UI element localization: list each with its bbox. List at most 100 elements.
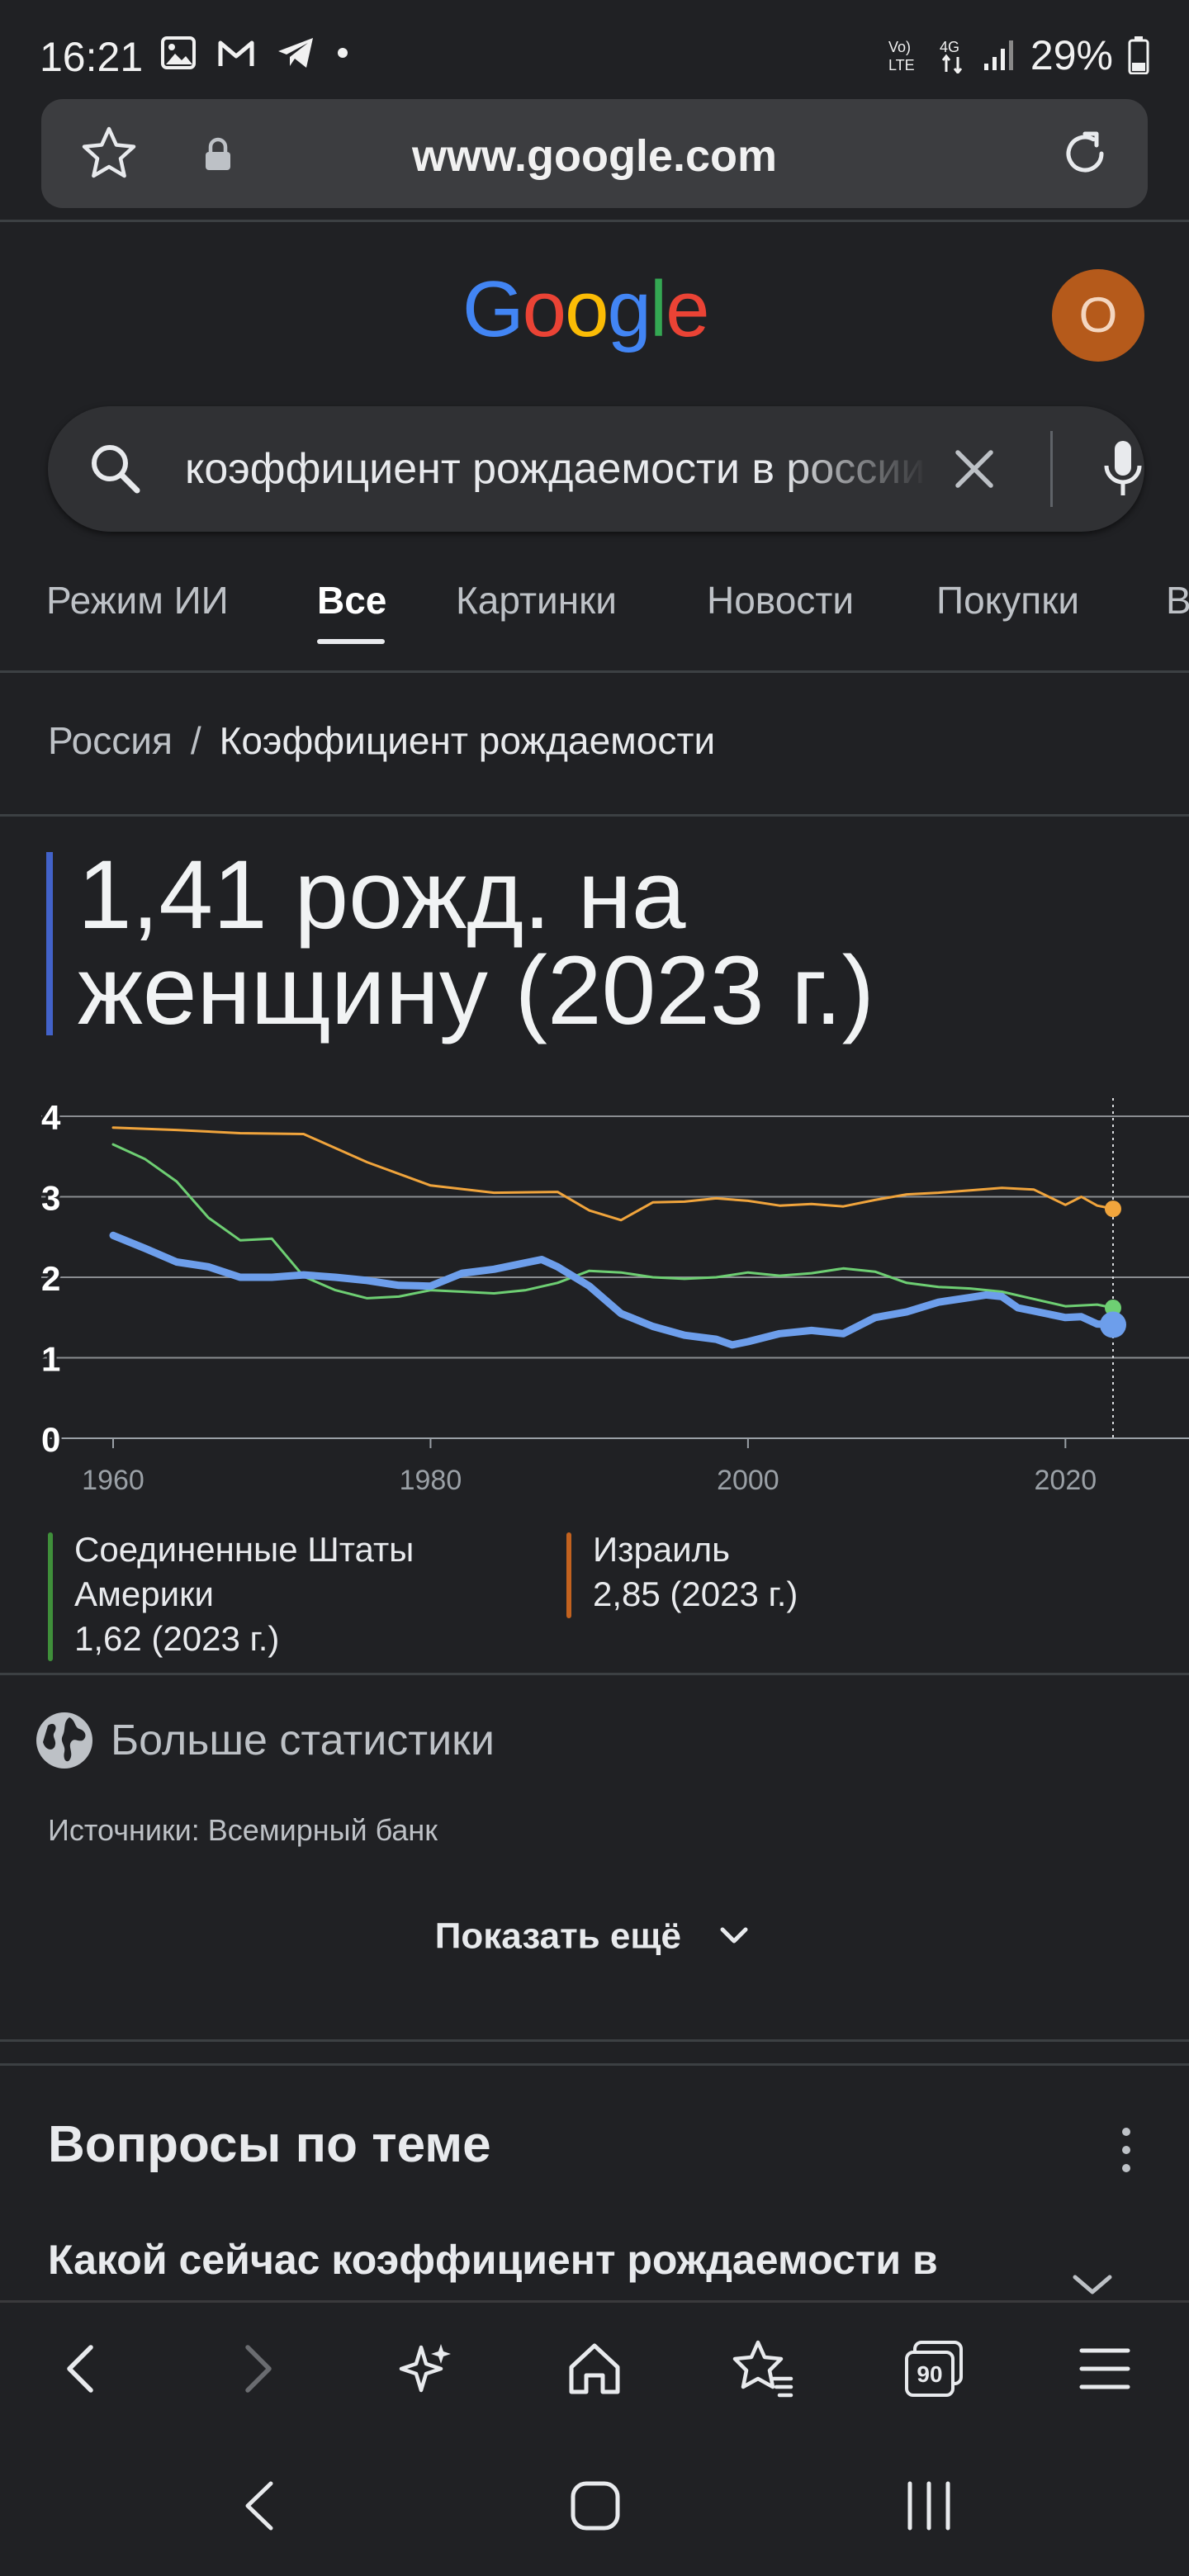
- urlbar-divider: [0, 220, 1189, 222]
- tab-shopping[interactable]: Покупки: [936, 579, 1080, 622]
- breadcrumb-country[interactable]: Россия: [48, 719, 173, 762]
- x-tick-label: 2020: [1035, 1465, 1097, 1496]
- image-notification-icon: [161, 36, 196, 69]
- ai-sparkle-icon[interactable]: [393, 2336, 459, 2402]
- gmail-icon: [218, 40, 254, 66]
- series-line: [111, 1143, 1115, 1309]
- url-text[interactable]: www.google.com: [411, 131, 778, 181]
- y-tick-label: 4: [41, 1098, 61, 1137]
- legend-israel-value: 2,85 (2023 г.): [593, 1574, 798, 1613]
- active-tab-indicator: [317, 639, 385, 644]
- clear-icon[interactable]: [948, 443, 1001, 495]
- dot-icon: [338, 48, 348, 58]
- google-logo[interactable]: Google: [462, 264, 710, 355]
- series-endpoint: [1105, 1200, 1121, 1218]
- y-tick-label: 3: [41, 1179, 60, 1218]
- status-bar: 16:21 Vo) LTE 4G 29%: [0, 0, 1189, 99]
- legend-usa-name-1: Соединенные Штаты: [74, 1530, 414, 1569]
- back-nav-icon[interactable]: [236, 2477, 286, 2535]
- breadcrumb-separator: /: [190, 719, 201, 762]
- headline-value: 1,41 рожд. на женщину (2023 г.): [78, 841, 1151, 1039]
- status-right: Vo) LTE 4G 29%: [887, 31, 1149, 79]
- tab-images[interactable]: Картинки: [456, 579, 617, 622]
- tabs-count: 90: [917, 2361, 942, 2387]
- logo-letter: g: [607, 265, 651, 353]
- legend-israel[interactable]: Израиль 2,85 (2023 г.): [593, 1527, 798, 1617]
- logo-letter: l: [649, 265, 667, 353]
- svg-text:LTE: LTE: [888, 57, 915, 73]
- breadcrumb: Россия / Коэффициент рождаемости: [48, 718, 715, 763]
- menu-icon[interactable]: [1072, 2336, 1138, 2402]
- breadcrumb-divider: [0, 814, 1189, 817]
- sources-text: Источники: Всемирный банк: [48, 1813, 438, 1847]
- svg-text:4G: 4G: [940, 39, 959, 55]
- telegram-icon: [278, 38, 313, 68]
- legend-usa-color-bar: [48, 1532, 53, 1661]
- search-icon[interactable]: [86, 439, 145, 499]
- series-endpoint: [1100, 1311, 1126, 1338]
- microphone-icon[interactable]: [1090, 436, 1144, 502]
- tab-ai-mode[interactable]: Режим ИИ: [46, 579, 229, 622]
- globe-icon: [36, 1712, 92, 1769]
- signal-icon: [983, 40, 1013, 70]
- recents-nav-icon[interactable]: [900, 2477, 958, 2535]
- volte-icon: Vo) LTE: [888, 39, 915, 73]
- x-tick-label: 2000: [717, 1465, 779, 1496]
- fertility-chart[interactable]: 0 1 2 3 4 1960 1980 2000 2020: [0, 1082, 1189, 1511]
- logo-letter: o: [522, 265, 566, 353]
- legend-usa[interactable]: Соединенные Штаты Америки 1,62 (2023 г.): [74, 1527, 414, 1661]
- bookmark-star-icon[interactable]: [79, 124, 139, 183]
- browser-toolbar: 90: [0, 2300, 1189, 2435]
- svg-text:Vo): Vo): [888, 39, 911, 55]
- legend-israel-name: Израиль: [593, 1530, 731, 1569]
- account-avatar[interactable]: O: [1052, 269, 1144, 362]
- system-navigation-bar: [0, 2432, 1189, 2576]
- section-separator: [0, 2039, 1189, 2066]
- search-separator: [1050, 431, 1053, 507]
- logo-letter: G: [462, 265, 524, 353]
- legend-israel-color-bar: [566, 1532, 571, 1618]
- search-tabs: Режим ИИ Все Картинки Новости Покупки В: [0, 570, 1189, 661]
- bookmarks-icon[interactable]: [730, 2336, 796, 2402]
- headline-line-1: 1,41 рожд. на: [78, 841, 686, 949]
- tab-all[interactable]: Все: [317, 579, 387, 622]
- lock-icon[interactable]: [203, 137, 233, 172]
- y-tick-label: 1: [41, 1340, 60, 1379]
- more-stats-link[interactable]: Больше статистики: [33, 1709, 495, 1772]
- legend-divider: [0, 1673, 1189, 1675]
- more-options-icon[interactable]: [1116, 2124, 1136, 2176]
- status-notification-icons: [161, 36, 349, 69]
- headline-accent-bar: [46, 852, 53, 1035]
- search-box[interactable]: коэффициент рождаемости в россии: [48, 406, 1144, 532]
- tab-more[interactable]: В: [1166, 579, 1189, 622]
- reload-icon[interactable]: [1055, 124, 1115, 183]
- related-questions-title: Вопросы по теме: [48, 2116, 491, 2173]
- back-icon[interactable]: [50, 2336, 116, 2402]
- home-icon[interactable]: [561, 2336, 628, 2402]
- forward-icon[interactable]: [223, 2336, 289, 2402]
- x-tick-label: 1960: [82, 1465, 144, 1496]
- status-time: 16:21: [40, 34, 144, 80]
- search-input[interactable]: коэффициент рождаемости в россии: [185, 445, 926, 493]
- question-item[interactable]: Какой сейчас коэффициент рождаемости в: [48, 2237, 938, 2283]
- question-expand-icon[interactable]: [1070, 2272, 1115, 2297]
- x-tick-label: 1980: [400, 1465, 462, 1496]
- show-more-button[interactable]: Показать ещё: [0, 1914, 1189, 1957]
- series-endpoint: [1105, 1300, 1121, 1317]
- y-tick-label: 2: [41, 1259, 60, 1298]
- show-more-label: Показать ещё: [434, 1915, 681, 1957]
- logo-letter: o: [565, 265, 609, 353]
- battery-icon: [1128, 36, 1149, 74]
- battery-percent: 29%: [1030, 32, 1113, 78]
- y-tick-label: 0: [41, 1420, 60, 1459]
- series-line: [109, 1231, 1117, 1349]
- home-nav-icon[interactable]: [566, 2477, 624, 2535]
- more-stats-label[interactable]: Больше статистики: [111, 1717, 495, 1764]
- breadcrumb-topic: Коэффициент рождаемости: [219, 719, 716, 762]
- tabs-icon[interactable]: 90: [902, 2336, 968, 2402]
- legend-usa-name-2: Америки: [74, 1574, 214, 1613]
- tab-news[interactable]: Новости: [707, 579, 855, 622]
- series-line: [111, 1126, 1115, 1222]
- network-4g-icon: 4G: [940, 39, 963, 73]
- address-bar[interactable]: www.google.com: [41, 99, 1148, 208]
